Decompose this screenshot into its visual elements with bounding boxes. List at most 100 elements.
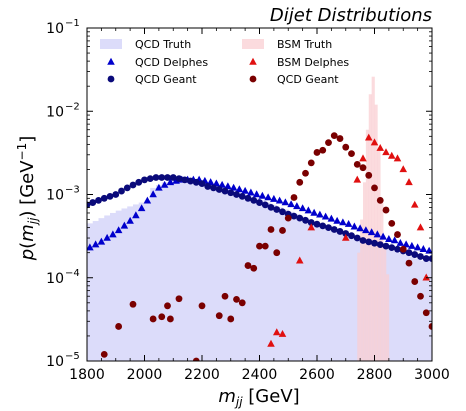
- x-tick-label: 2000: [127, 367, 163, 383]
- data-point: [100, 351, 108, 358]
- data-point: [371, 184, 378, 192]
- data-point: [362, 226, 370, 234]
- data-point: [279, 227, 286, 234]
- data-point: [235, 185, 244, 193]
- hist-bar: [288, 211, 295, 361]
- y-tick-exponent: −2: [65, 101, 80, 112]
- hist-bar: [144, 200, 151, 361]
- y-axis-label: p(mjj) [GeV−1]: [15, 136, 40, 262]
- data-point: [310, 208, 318, 216]
- data-point: [413, 243, 422, 251]
- data-point: [256, 242, 263, 250]
- data-point: [250, 196, 258, 204]
- data-point: [149, 315, 157, 323]
- y-tick-label: 10: [46, 21, 64, 37]
- data-point: [129, 181, 137, 189]
- chart-title: Dijet Distributions: [270, 5, 432, 26]
- data-point: [221, 187, 229, 195]
- data-point: [353, 234, 361, 242]
- legend-item: QCD Geant: [107, 73, 197, 86]
- data-point: [293, 202, 301, 210]
- hist-bar: [127, 206, 134, 361]
- hist-bar: [345, 235, 352, 361]
- data-point: [198, 180, 206, 188]
- legend-item: BSM Truth: [242, 38, 332, 51]
- data-point: [227, 189, 235, 197]
- hist-bar: [167, 182, 174, 361]
- hist-bar: [242, 194, 249, 361]
- data-point: [258, 191, 267, 199]
- data-point: [160, 180, 169, 188]
- data-point: [411, 278, 419, 285]
- data-point: [336, 135, 344, 142]
- data-point: [264, 193, 272, 201]
- legend-swatch: [100, 39, 122, 49]
- data-point: [359, 237, 367, 244]
- hist-bar: [121, 208, 128, 361]
- data-point: [169, 174, 177, 181]
- data-point: [198, 302, 206, 310]
- y-tick-exponent: −1: [65, 18, 80, 29]
- data-point: [307, 223, 316, 231]
- hist-bar: [110, 212, 117, 361]
- data-point: [316, 210, 324, 218]
- data-point: [302, 216, 309, 224]
- data-point: [359, 154, 367, 162]
- hist-bar: [253, 198, 260, 361]
- hist-bar: [397, 252, 404, 361]
- hist-bar: [294, 214, 301, 361]
- data-point: [238, 192, 246, 200]
- data-point: [152, 174, 160, 181]
- data-point: [238, 299, 246, 307]
- y-tick-label: 10: [46, 188, 64, 204]
- data-point: [302, 169, 309, 177]
- legend-item: QCD Delphes: [107, 56, 208, 69]
- hist-bar: [92, 221, 99, 361]
- data-point: [210, 184, 217, 192]
- data-point: [313, 149, 321, 156]
- data-point: [112, 191, 120, 198]
- data-point: [135, 178, 143, 186]
- legend-swatch: [249, 75, 257, 83]
- hist-bar: [276, 207, 283, 361]
- data-point: [218, 180, 226, 188]
- data-point: [123, 184, 131, 192]
- data-point: [336, 228, 344, 235]
- data-point: [353, 160, 361, 168]
- data-point: [212, 179, 221, 187]
- data-point: [359, 164, 367, 172]
- data-point: [155, 183, 163, 191]
- data-point: [273, 249, 281, 257]
- legend-item: QCD Truth: [100, 38, 191, 51]
- data-point: [106, 192, 114, 200]
- data-point: [221, 292, 229, 300]
- data-point: [399, 245, 407, 253]
- data-point: [388, 219, 396, 227]
- legend-swatch: [107, 75, 115, 83]
- data-point: [164, 174, 171, 181]
- hist-bar: [340, 233, 347, 361]
- data-point: [370, 138, 379, 146]
- y-tick-label: 10: [46, 354, 64, 370]
- data-point: [304, 206, 313, 214]
- legend-swatch: [249, 57, 257, 65]
- data-point: [166, 178, 175, 186]
- data-point: [422, 273, 431, 281]
- data-point: [353, 175, 362, 183]
- hist-bar: [414, 258, 421, 361]
- data-point: [261, 201, 269, 209]
- data-point: [405, 178, 413, 186]
- data-point: [118, 187, 125, 195]
- y-tick-exponent: −3: [65, 185, 80, 196]
- data-point: [250, 264, 258, 272]
- hist-bar: [371, 76, 375, 361]
- x-tick-label: 3000: [414, 367, 450, 383]
- data-point: [390, 236, 399, 244]
- data-point: [281, 198, 290, 206]
- data-point: [402, 240, 410, 248]
- data-point: [330, 226, 338, 233]
- data-point: [325, 224, 332, 232]
- data-point: [416, 223, 425, 231]
- data-point: [298, 204, 307, 212]
- hist-bar: [196, 182, 203, 361]
